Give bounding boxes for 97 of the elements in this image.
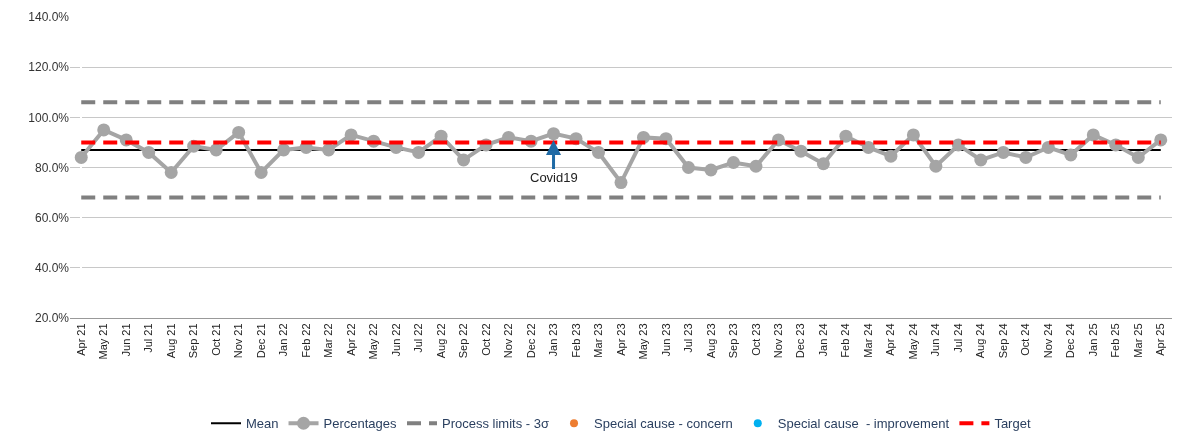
x-tick-label: Jun 22 bbox=[389, 323, 402, 357]
point bbox=[929, 159, 943, 173]
point bbox=[277, 143, 291, 157]
x-tick-label: Feb 25 bbox=[1109, 323, 1122, 358]
x-tick-label: Aug 22 bbox=[434, 323, 447, 359]
x-tick-label: Aug 21 bbox=[164, 323, 177, 359]
x-tick-label: Oct 22 bbox=[479, 323, 492, 356]
point bbox=[816, 157, 830, 171]
point bbox=[1064, 148, 1078, 162]
y-tick-label: 100.0% bbox=[28, 110, 70, 125]
x-tick-label: Jul 22 bbox=[412, 323, 425, 353]
legend-label: Special cause - concern bbox=[594, 416, 733, 432]
legend-label: Process limits - 3σ bbox=[442, 416, 550, 432]
x-tick-label: Apr 22 bbox=[344, 323, 357, 356]
x-tick-label: Sep 22 bbox=[457, 323, 470, 359]
x-tick-label: Sep 23 bbox=[727, 323, 740, 359]
x-tick-label: Apr 24 bbox=[884, 323, 897, 356]
point bbox=[794, 144, 808, 158]
x-tick-label: Oct 24 bbox=[1019, 323, 1032, 356]
point bbox=[749, 159, 763, 173]
x-tick-label: Aug 23 bbox=[704, 323, 717, 359]
point bbox=[996, 145, 1010, 159]
point bbox=[704, 163, 718, 177]
x-tick-label: May 24 bbox=[906, 323, 919, 360]
y-tick-label: 80.0% bbox=[34, 160, 70, 175]
x-tick-label: Jan 24 bbox=[816, 323, 829, 357]
x-tick-label: Mar 22 bbox=[322, 323, 335, 358]
x-tick-label: Apr 25 bbox=[1154, 323, 1167, 356]
legend-label: Target bbox=[994, 416, 1031, 432]
point bbox=[74, 150, 88, 164]
point bbox=[164, 166, 178, 180]
point bbox=[681, 161, 695, 174]
legend-label: Special cause - improvement bbox=[777, 416, 950, 432]
x-tick-label: Jun 21 bbox=[119, 323, 132, 357]
point bbox=[209, 143, 223, 157]
y-tick-label: 60.0% bbox=[34, 210, 70, 225]
x-tick-label: May 21 bbox=[97, 323, 110, 360]
point bbox=[974, 153, 988, 167]
point bbox=[457, 153, 471, 167]
x-tick-label: Mar 23 bbox=[592, 323, 605, 358]
x-tick-label: Dec 21 bbox=[254, 323, 267, 359]
point bbox=[839, 129, 853, 143]
point bbox=[412, 145, 426, 159]
point bbox=[1154, 133, 1168, 147]
x-tick-label: Jul 21 bbox=[142, 323, 155, 353]
point bbox=[1086, 128, 1100, 142]
point bbox=[726, 155, 740, 169]
x-tick-label: Feb 22 bbox=[299, 323, 312, 358]
x-tick-label: Oct 21 bbox=[209, 323, 222, 356]
legend-label: Percentages bbox=[323, 416, 398, 432]
point bbox=[884, 149, 898, 163]
x-tick-label: Nov 21 bbox=[232, 323, 245, 359]
x-tick-label: Mar 25 bbox=[1131, 323, 1144, 358]
x-tick-label: Sep 24 bbox=[996, 323, 1009, 359]
point bbox=[232, 125, 246, 139]
x-tick-label: Jan 23 bbox=[547, 323, 560, 357]
point bbox=[1131, 150, 1145, 164]
x-tick-label: Nov 24 bbox=[1041, 323, 1054, 359]
x-tick-label: Mar 24 bbox=[861, 323, 874, 358]
x-tick-label: Dec 23 bbox=[794, 323, 807, 359]
point bbox=[547, 127, 561, 141]
point bbox=[1041, 140, 1055, 154]
x-tick-label: Sep 21 bbox=[187, 323, 200, 359]
x-tick-label: Oct 23 bbox=[749, 323, 762, 356]
x-tick-label: Aug 24 bbox=[974, 323, 987, 359]
x-tick-label: Jul 23 bbox=[682, 323, 695, 353]
point bbox=[861, 140, 875, 154]
y-tick-label: 20.0% bbox=[34, 311, 70, 326]
point bbox=[1019, 150, 1033, 164]
x-tick-label: Jul 24 bbox=[951, 323, 964, 353]
x-tick-label: Nov 22 bbox=[502, 323, 515, 359]
x-tick-label: Apr 21 bbox=[74, 323, 87, 356]
x-tick-label: Apr 23 bbox=[614, 323, 627, 356]
point bbox=[614, 176, 628, 190]
point bbox=[592, 145, 606, 159]
x-tick-label: Jan 22 bbox=[277, 323, 290, 357]
point bbox=[322, 143, 336, 157]
x-tick-label: May 22 bbox=[367, 323, 380, 360]
point bbox=[344, 128, 358, 142]
legend-label: Mean bbox=[246, 416, 279, 432]
y-tick-label: 140.0% bbox=[28, 10, 70, 25]
point bbox=[906, 128, 920, 142]
point bbox=[142, 145, 156, 159]
y-tick-label: 120.0% bbox=[28, 60, 70, 75]
x-tick-label: Dec 24 bbox=[1064, 323, 1077, 359]
point bbox=[97, 123, 111, 137]
x-tick-label: Feb 23 bbox=[569, 323, 582, 358]
x-tick-label: Feb 24 bbox=[839, 323, 852, 358]
x-tick-label: Jun 24 bbox=[929, 323, 942, 357]
x-tick-label: May 23 bbox=[637, 323, 650, 360]
y-tick-label: 40.0% bbox=[34, 261, 70, 276]
x-tick-label: Jun 23 bbox=[659, 323, 672, 357]
x-tick-label: Jan 25 bbox=[1086, 323, 1099, 357]
point bbox=[254, 166, 268, 180]
annotation: Covid19 bbox=[530, 170, 578, 185]
x-tick-label: Dec 22 bbox=[524, 323, 537, 359]
x-tick-label: Nov 23 bbox=[772, 323, 785, 359]
